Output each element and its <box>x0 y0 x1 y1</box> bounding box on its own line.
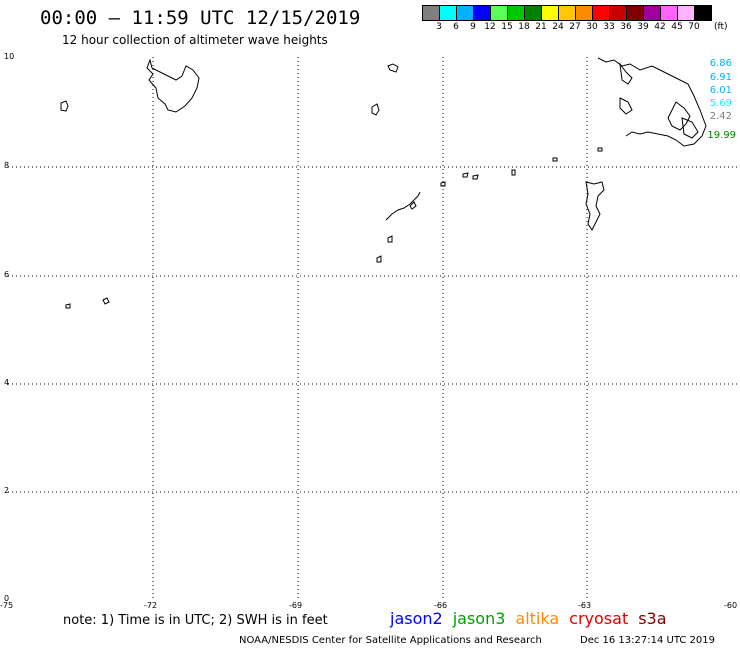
island-small-8 <box>65 303 71 309</box>
color-swatch-14 <box>661 6 678 20</box>
coastline-mainland-north <box>146 58 200 113</box>
y-tick-label: 10 <box>4 52 15 61</box>
island-chain-2 <box>409 201 417 210</box>
y-tick-label: 6 <box>4 270 10 279</box>
island-north-1 <box>387 63 399 73</box>
island-small-3 <box>511 169 516 176</box>
color-scale-label: 70 <box>688 22 700 32</box>
color-scale-label: 24 <box>552 22 564 32</box>
island-small-6 <box>597 147 603 152</box>
island-east-detail-3 <box>619 97 633 115</box>
footer-timestamp: Dec 16 13:27:14 UTC 2019 <box>580 635 715 646</box>
color-swatch-13 <box>644 6 661 20</box>
satellite-s3a: s3a <box>638 609 667 628</box>
color-swatch-3 <box>474 6 491 20</box>
wave-height-value: 6.91 <box>709 72 732 83</box>
color-scale-swatches <box>422 5 712 21</box>
color-scale-legend: 3 6 9 12 15 18 21 24 27 30 33 36 39 42 45 70 (ft) <box>422 5 740 35</box>
color-swatch-16 <box>695 6 712 20</box>
color-scale-label: 9 <box>470 22 476 32</box>
island-east-detail-4 <box>619 62 633 85</box>
island-small-4 <box>440 181 446 187</box>
wave-height-value: 5.69 <box>709 98 732 109</box>
island-east-detail-1 <box>667 101 691 131</box>
y-tick-label: 4 <box>4 378 10 387</box>
y-tick-label: 0 <box>4 594 10 603</box>
x-tick-label: -75 <box>0 601 14 610</box>
island-small-2 <box>472 174 479 180</box>
color-swatch-7 <box>542 6 559 20</box>
x-tick-label: -66 <box>434 601 448 610</box>
color-swatch-2 <box>457 6 474 20</box>
x-tick-label: -69 <box>289 601 303 610</box>
map-title: 00:00 – 11:59 UTC 12/15/2019 <box>40 7 361 29</box>
color-scale-label: 30 <box>586 22 598 32</box>
wave-height-value: 6.01 <box>709 85 732 96</box>
footer-note: note: 1) Time is in UTC; 2) SWH is in fe… <box>63 613 328 628</box>
color-swatch-10 <box>593 6 610 20</box>
color-scale-label: 42 <box>654 22 666 32</box>
color-swatch-9 <box>576 6 593 20</box>
satellite-legend: jason2 jason3 altika cryosat s3a <box>390 609 677 628</box>
color-scale-label: 36 <box>620 22 632 32</box>
island-small-7 <box>102 297 110 305</box>
island-west <box>60 100 69 112</box>
island-chain-1 <box>385 191 421 221</box>
color-swatch-11 <box>610 6 627 20</box>
color-scale-label: 12 <box>484 22 496 32</box>
color-swatch-5 <box>508 6 525 20</box>
color-swatch-4 <box>491 6 508 20</box>
color-scale-label: 18 <box>518 22 530 32</box>
color-swatch-1 <box>440 6 457 20</box>
footer-credit: NOAA/NESDIS Center for Satellite Applica… <box>239 635 542 646</box>
coastlines <box>60 57 707 309</box>
island-small-1 <box>462 172 469 178</box>
color-scale-label: 21 <box>535 22 547 32</box>
color-swatch-15 <box>678 6 695 20</box>
satellite-altika: altika <box>515 609 560 628</box>
color-scale-label: 6 <box>453 22 459 32</box>
satellite-jason3: jason3 <box>452 609 506 628</box>
x-tick-label: -60 <box>724 601 738 610</box>
color-swatch-8 <box>559 6 576 20</box>
color-scale-label: 39 <box>637 22 649 32</box>
color-scale-label: 27 <box>569 22 581 32</box>
color-scale-label: 15 <box>501 22 513 32</box>
y-tick-label: 8 <box>4 161 10 170</box>
satellite-cryosat: cryosat <box>569 609 629 628</box>
color-swatch-12 <box>627 6 644 20</box>
map-subtitle: 12 hour collection of altimeter wave hei… <box>62 33 328 47</box>
wave-height-value: 19.99 <box>707 130 736 141</box>
coastline-island-east <box>597 57 707 147</box>
island-southeast <box>585 181 605 231</box>
wave-height-value: 6.86 <box>709 58 732 69</box>
satellite-jason2: jason2 <box>390 609 443 628</box>
island-small-5 <box>552 157 558 162</box>
color-scale-label: 3 <box>436 22 442 32</box>
color-scale-label: 45 <box>671 22 683 32</box>
map-gridlines <box>8 57 740 600</box>
color-swatch-0 <box>423 6 440 20</box>
color-swatch-6 <box>525 6 542 20</box>
wave-height-value: 2.42 <box>709 111 732 122</box>
x-tick-label: -63 <box>578 601 592 610</box>
y-tick-label: 2 <box>4 486 10 495</box>
island-east-detail-2 <box>681 117 699 139</box>
color-scale-label: 33 <box>603 22 615 32</box>
island-chain-4 <box>376 255 382 263</box>
island-north-2 <box>371 103 380 116</box>
color-scale-unit: (ft) <box>714 22 728 32</box>
island-chain-3 <box>387 235 393 243</box>
x-tick-label: -72 <box>144 601 158 610</box>
